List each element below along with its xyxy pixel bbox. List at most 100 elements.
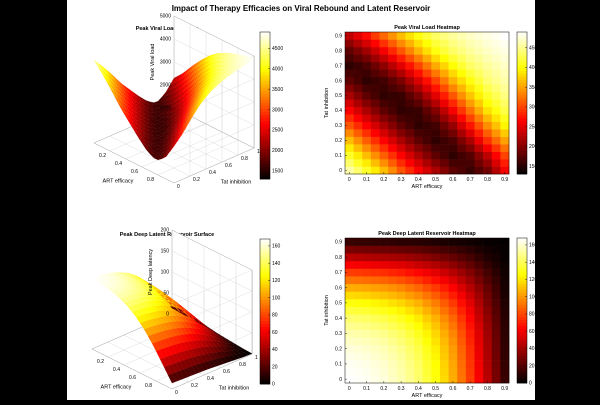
colorbar-segment: [517, 105, 527, 110]
colorbar-segment: [260, 287, 270, 291]
heatmap-cell: [414, 99, 423, 108]
x-tick-label: 0.6: [449, 386, 456, 392]
colorbar-segment: [260, 35, 270, 39]
heatmap-cell: [353, 375, 363, 384]
y-tick-label: 0.2: [191, 383, 198, 389]
heatmap-cell: [370, 238, 380, 246]
colorbar-segment: [260, 130, 270, 134]
colorbar-tick-label: 100: [272, 295, 281, 301]
heatmap-cell: [388, 159, 398, 167]
heatmap-cell: [362, 144, 372, 152]
heatmap-cell: [457, 99, 467, 108]
colorbar-segment: [517, 150, 527, 154]
heatmap-cell: [405, 76, 415, 85]
colorbar-tick-label: 4500: [272, 46, 283, 52]
heatmap-cell: [414, 337, 423, 346]
heatmap-cell: [388, 344, 398, 353]
heatmap-cell: [370, 129, 380, 137]
heatmap-cell: [448, 144, 458, 152]
colorbar-tick-label: 20: [529, 363, 535, 369]
heatmap-cell: [422, 283, 432, 292]
heatmap-cell: [491, 121, 501, 130]
colorbar-segment: [260, 169, 270, 174]
surface-mesh: [93, 52, 255, 160]
x-tick-label: 0.4: [115, 161, 122, 167]
heatmap-cell: [431, 321, 441, 330]
z-tick-label: 3000: [160, 60, 171, 66]
heatmap-cell: [491, 144, 501, 152]
colorbar-segment: [517, 94, 527, 98]
colorbar-segment: [517, 301, 527, 305]
colorbar-segment: [517, 265, 527, 269]
colorbar-tick-label: 140: [272, 261, 281, 267]
heatmap-cell: [414, 306, 423, 315]
heatmap-cell: [388, 166, 398, 175]
colorbar-segment: [260, 341, 270, 346]
colorbar-segment: [517, 325, 527, 330]
colorbar-segment: [260, 81, 270, 85]
heatmap-cell: [396, 106, 406, 115]
heatmap-cell: [500, 337, 510, 346]
colorbar-segment: [517, 247, 527, 251]
heatmap-cell: [353, 114, 363, 122]
heatmap-cell: [483, 344, 493, 353]
heatmap-cell: [345, 121, 354, 130]
heatmap-cell: [491, 344, 501, 353]
heatmap-cell: [379, 276, 389, 285]
colorbar-segment: [260, 374, 270, 379]
heatmap-cell: [500, 121, 510, 130]
colorbar-segment: [517, 117, 527, 122]
heatmap-cell: [405, 260, 415, 269]
heatmap-cell: [448, 54, 458, 63]
heatmap-cell: [491, 283, 501, 292]
heatmap-cell: [448, 314, 458, 323]
heatmap-cell: [457, 245, 467, 254]
surface-z-axis-label: Peak Viral load: [150, 44, 156, 81]
heatmap-cell: [465, 291, 475, 300]
heatmap-cell: [388, 46, 398, 55]
heatmap-cell: [379, 329, 389, 338]
colorbar-segment: [260, 38, 270, 42]
heatmap-cell: [396, 321, 406, 330]
y-tick-label: 0.3: [335, 331, 342, 337]
heatmap-cell: [500, 144, 510, 152]
heatmap-cell: [439, 306, 449, 315]
heatmap-cell: [457, 106, 467, 115]
heatmap-cell: [439, 321, 449, 330]
colorbar-frame: [259, 31, 271, 180]
colorbar-segment: [517, 319, 527, 323]
heatmap-cell: [491, 314, 501, 323]
heatmap-cell: [448, 299, 458, 307]
heatmap-cell: [414, 291, 423, 300]
heatmap-cell: [474, 121, 484, 130]
colorbar-segment: [517, 373, 527, 378]
heatmap-cell: [379, 39, 389, 48]
heatmap-cell: [396, 114, 406, 122]
heatmap-cell: [396, 375, 406, 384]
heatmap-cell: [345, 76, 354, 85]
colorbar-tick-label: 200: [529, 144, 535, 150]
colorbar-tick-label: 3500: [272, 87, 283, 93]
heatmap-cell: [388, 367, 398, 376]
colorbar-segment: [517, 141, 527, 145]
heatmap-cell: [422, 32, 432, 40]
heatmap-frame: [344, 31, 510, 175]
heatmap-cell: [362, 283, 372, 292]
heatmap-cell: [483, 159, 493, 167]
colorbar-segment: [517, 295, 527, 299]
heatmap-cell: [396, 337, 406, 346]
heatmap-cell: [448, 39, 458, 48]
heatmap-cell: [396, 121, 406, 130]
heatmap-cell: [345, 314, 354, 323]
heatmap-cell: [457, 76, 467, 85]
surface-x-axis-label: ART efficacy: [103, 178, 134, 184]
heatmap-cell: [388, 306, 398, 315]
colorbar-tick-label: 40: [529, 346, 535, 352]
heatmap-cell: [353, 276, 363, 285]
heatmap-cell: [474, 99, 484, 108]
heatmap-cell: [457, 253, 467, 262]
heatmap-cell: [500, 245, 510, 254]
colorbar-segment: [517, 367, 527, 372]
colorbar-segment: [517, 138, 527, 142]
heatmap-cell: [483, 129, 493, 137]
